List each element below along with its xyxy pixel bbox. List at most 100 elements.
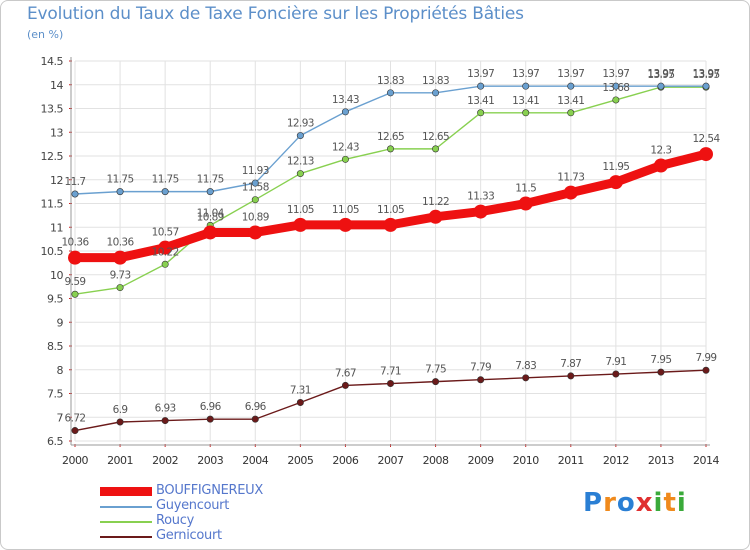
data-point [432, 89, 440, 97]
data-point [428, 209, 443, 224]
data-point [522, 109, 530, 117]
data-label: 7.99 [696, 352, 717, 364]
data-point [518, 196, 533, 211]
data-point [477, 376, 485, 384]
y-tick-label: 10 [50, 269, 63, 282]
data-point [567, 109, 575, 117]
data-label: 7.91 [605, 356, 626, 368]
data-label: 11.75 [152, 174, 179, 186]
data-point [563, 185, 578, 200]
data-point [383, 217, 398, 232]
logo-letter: r [603, 488, 617, 518]
data-point [341, 381, 349, 389]
data-label: 12.93 [287, 118, 314, 130]
data-label: 13.97 [467, 68, 494, 80]
data-label: 13.97 [557, 68, 584, 80]
data-label: 13.95 [647, 69, 674, 81]
y-tick-label: 8 [57, 364, 64, 377]
x-tick-label: 2007 [378, 454, 404, 467]
data-point [68, 250, 82, 265]
data-label: 13.97 [647, 68, 674, 80]
data-label: 6.96 [200, 401, 222, 413]
data-label: 10.57 [152, 227, 179, 239]
data-label: 9.59 [65, 276, 86, 288]
data-point [296, 132, 304, 140]
y-tick-label: 13 [50, 126, 63, 139]
data-point [522, 82, 530, 90]
axes: 6.5 7 7.5 8 8.5 9 9.5 10 10.5 11 11.5 12 12.5 13 13.5 1… [41, 55, 720, 467]
grid [74, 60, 707, 442]
legend-label: Gernicourt [156, 528, 222, 543]
data-label: 11.95 [602, 161, 629, 173]
data-point [608, 175, 623, 190]
data-point [161, 188, 169, 196]
data-label: 11.73 [557, 172, 584, 184]
data-label: 10.89 [242, 211, 269, 223]
y-tick-label: 7.5 [47, 388, 63, 401]
data-point [296, 399, 304, 407]
x-tick-label: 2011 [558, 454, 584, 467]
logo-letter: i [653, 488, 664, 518]
data-point [699, 147, 713, 162]
data-point [206, 188, 214, 196]
data-label: 10.22 [152, 246, 179, 258]
data-label: 7.79 [470, 362, 491, 374]
data-point [657, 82, 665, 90]
y-tick-label: 11 [50, 221, 63, 234]
data-label: 13.83 [377, 75, 404, 87]
data-point [612, 82, 620, 90]
data-point [432, 378, 440, 386]
data-label: 12.65 [377, 131, 404, 143]
legend-label: BOUFFIGNEREUX [156, 483, 264, 498]
data-point [71, 190, 79, 198]
logo-letter: i [676, 488, 687, 518]
data-point [296, 170, 304, 178]
data-label: 11.22 [422, 196, 449, 208]
logo-letter: P [583, 488, 604, 518]
x-tick-label: 2009 [468, 454, 494, 467]
data-label: 11.05 [377, 204, 404, 216]
data-label: 12.43 [332, 141, 359, 153]
data-point [567, 372, 575, 380]
data-label: 12.13 [287, 156, 314, 168]
data-label: 11.05 [332, 204, 359, 216]
data-point [206, 415, 214, 423]
data-label: 6.72 [65, 413, 86, 425]
data-point [612, 370, 620, 378]
x-tick-label: 2004 [242, 454, 268, 467]
data-label: 7.31 [290, 385, 311, 397]
data-label: 13.41 [512, 95, 539, 107]
x-tick-label: 2002 [152, 454, 178, 467]
data-point [432, 145, 440, 153]
data-label: 10.36 [107, 237, 135, 249]
y-tick-label: 9 [57, 316, 64, 329]
y-tick-label: 14.5 [41, 55, 64, 68]
y-tick-label: 12.5 [41, 150, 64, 163]
data-label: 13.43 [332, 94, 359, 106]
unit-label: (en %) [27, 28, 64, 41]
series-layer [68, 82, 713, 435]
data-point [116, 284, 124, 292]
data-point [612, 96, 620, 104]
data-label: 10.89 [197, 211, 224, 223]
data-point [657, 368, 665, 376]
data-point [203, 225, 218, 240]
data-point [71, 290, 79, 298]
proxiti-logo: Proxiti [583, 488, 687, 518]
x-tick-label: 2008 [423, 454, 449, 467]
data-label: 6.9 [113, 404, 128, 416]
data-point [293, 217, 308, 232]
data-point [71, 427, 79, 435]
data-label: 11.33 [467, 191, 494, 203]
data-point [251, 196, 259, 204]
data-point [248, 225, 263, 240]
data-labels: 6.72 6.9 6.93 6.96 6.96 7.31 7.67 7.71 7.75 7.79 7… [61, 68, 721, 425]
y-tick-label: 13.5 [41, 103, 64, 116]
data-label: 12.54 [692, 133, 720, 145]
data-label: 11.93 [242, 165, 269, 177]
data-label: 11.7 [65, 176, 86, 188]
legend-swatch [100, 521, 152, 523]
chart-title: Evolution du Taux de Taxe Foncière sur l… [27, 4, 524, 24]
data-point [338, 217, 353, 232]
